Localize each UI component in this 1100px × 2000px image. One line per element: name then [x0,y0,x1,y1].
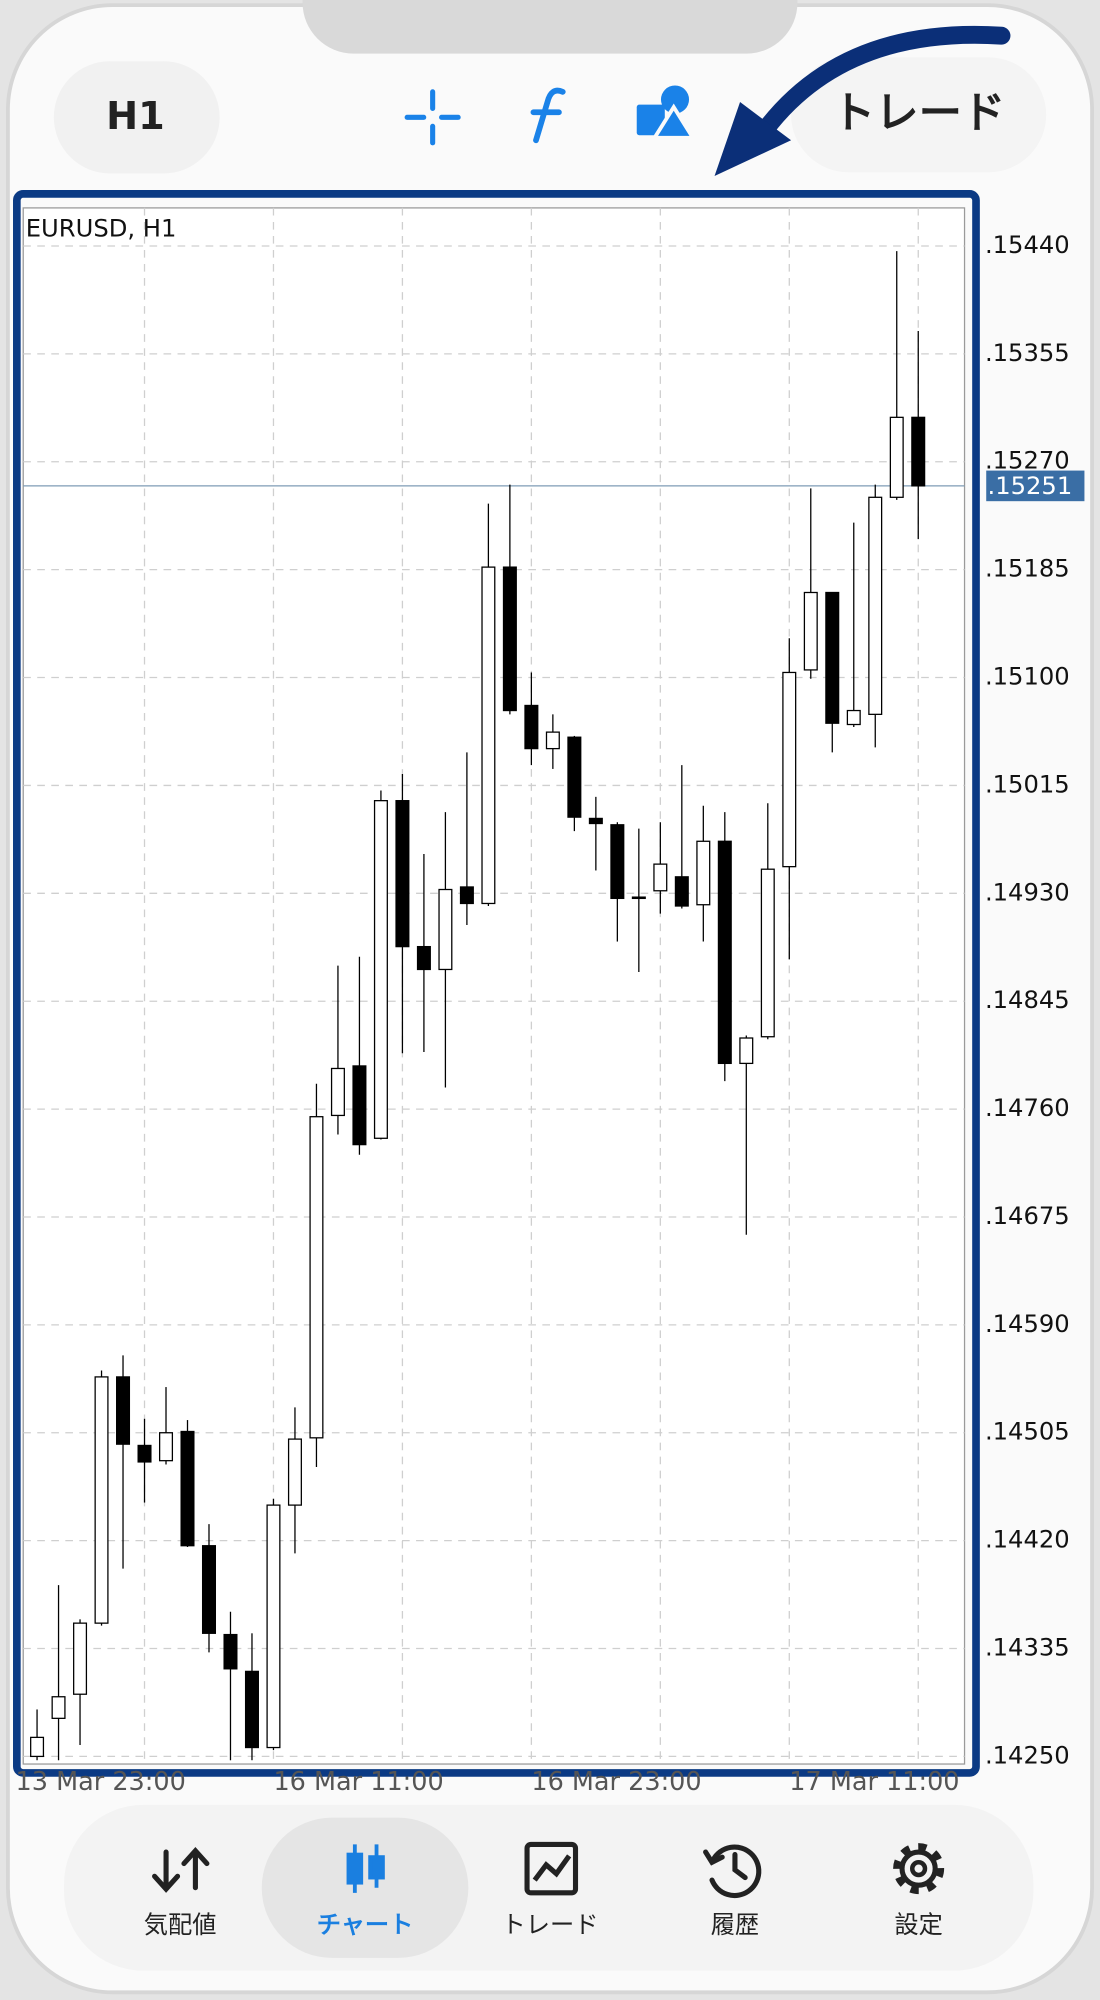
candle-body [481,566,496,905]
annotation-arrow [754,25,1011,142]
candle-body [846,709,861,726]
candle-body [825,591,840,724]
y-tick-label: .15270 [985,447,1070,475]
candle-body [51,1696,66,1719]
trade-button[interactable] [791,57,1047,173]
nav-label: 履歴 [711,1911,759,1939]
candle-body [223,1633,238,1670]
y-tick-label: .14590 [985,1310,1070,1338]
candle-body [653,863,668,892]
candle-body [395,800,410,948]
candle-body [116,1376,131,1445]
candle-body [373,800,388,1139]
candle-body [158,1432,174,1462]
candle-body [438,888,453,971]
candle-body [416,945,431,971]
candle-body [911,416,926,487]
chart-title: EURUSD, H1 [26,215,177,243]
last-price-box [986,470,1085,502]
candle-body [674,876,689,907]
nav-label: 設定 [894,1911,942,1939]
candle-body [137,1444,152,1463]
chart-icon[interactable] [346,1844,385,1893]
y-tick-label: .14420 [985,1526,1070,1554]
y-tick-label: .14930 [985,878,1070,906]
crosshair-icon[interactable] [404,89,461,146]
candle-body [760,868,775,1038]
timeframe-label: H1 [106,94,165,139]
timeframe-button[interactable] [53,61,220,174]
candle-body [287,1438,302,1506]
y-tick-label: .14845 [985,986,1070,1014]
candle-body [524,704,539,750]
x-tick-label: 16 Mar 11:00 [273,1767,443,1797]
y-tick-label: .15100 [985,663,1070,691]
chart [23,207,965,1765]
candle-body [30,1736,45,1758]
candle-body [610,824,625,900]
candle-body [803,591,818,671]
settings-icon[interactable] [893,1843,945,1895]
candle-body [717,840,732,1065]
candle-body [180,1430,195,1547]
y-tick-label: .15185 [985,555,1070,583]
y-tick-label: .15015 [985,770,1070,798]
highlight-frame [13,190,980,1777]
nav-label: チャート [317,1911,414,1939]
candle-body [739,1037,754,1065]
x-tick-label: 16 Mar 23:00 [531,1767,701,1797]
candle-body [309,1116,324,1439]
history-icon[interactable] [703,1844,762,1899]
candle-body [868,496,883,715]
trade-button-label: トレード [832,89,1005,139]
x-tick-label: 17 Mar 11:00 [789,1767,959,1797]
indicator-icon[interactable] [530,87,566,144]
y-tick-label: .14675 [985,1202,1070,1230]
annotation-arrowhead [714,102,792,177]
nav-label: 気配値 [144,1911,217,1939]
candle-body [73,1622,88,1695]
notch [302,0,798,54]
candle-body [631,896,646,900]
nav-active-pill [261,1817,469,1958]
candle-body [244,1670,259,1749]
candle-body [459,886,474,905]
candle-body [94,1376,109,1624]
y-tick-label: .15440 [985,231,1070,259]
y-tick-label: .15355 [985,339,1070,367]
nav-labels: 気配値 チャート トレード 履歴 設定 [144,1911,943,1939]
y-tick-label: .14505 [985,1418,1070,1446]
candle-body [201,1545,217,1634]
candle-body [352,1065,367,1146]
quotes-icon[interactable] [152,1846,210,1893]
objects-icon[interactable] [636,85,697,140]
candle-body [588,817,603,825]
trade-icon[interactable] [524,1841,579,1896]
nav-label: トレード [502,1911,599,1939]
candle-body [330,1067,345,1117]
y-tick-label: .14760 [985,1094,1070,1122]
candle-body [567,736,582,818]
x-tick-label: 13 Mar 23:00 [16,1767,186,1797]
candle-body [545,731,560,750]
candle-body [696,840,711,906]
candle-body [782,671,797,868]
y-tick-label: .14250 [985,1741,1070,1769]
last-price-label: .15251 [987,472,1072,500]
candle-body [266,1504,281,1749]
y-tick-label: .14335 [985,1634,1070,1662]
candle-body [502,566,517,712]
plot-area [22,207,966,1765]
nav-bar [64,1804,1034,1971]
candle-body [889,416,904,498]
